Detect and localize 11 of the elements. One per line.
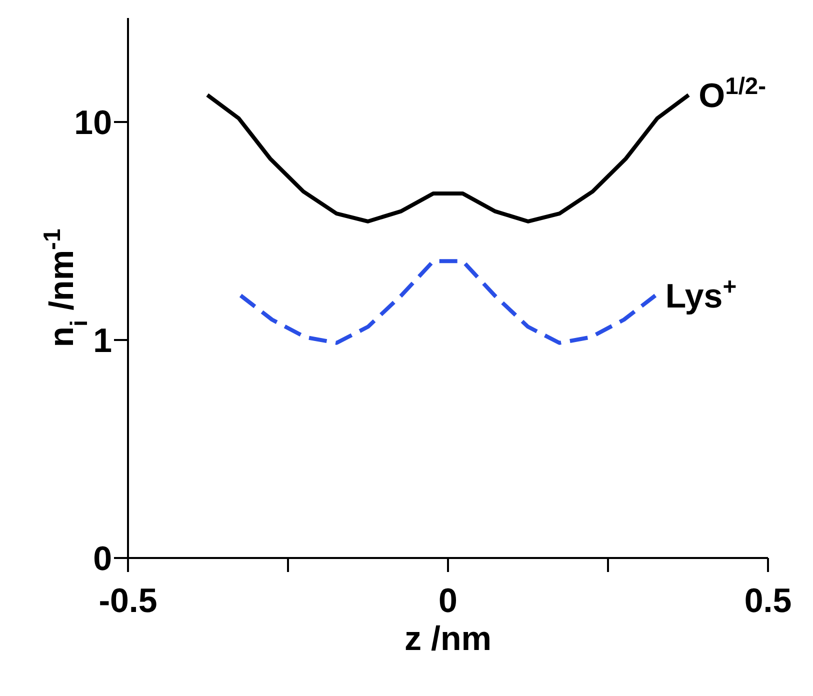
line-series [205,93,691,224]
series-label: O$^{1/2-}$ [698,72,766,116]
line-series [238,259,658,345]
y-tick-label: 1 [93,322,112,360]
x-axis-title: z /nm [404,620,492,658]
y-tick-label: 0 [93,540,112,578]
x-tick-label: 0.5 [744,582,792,620]
x-tick-label: 0 [438,582,458,620]
x-tick-label: -0.5 [98,582,158,620]
y-tick-label: 10 [74,104,112,142]
series-label: Lys$^{+}$ [665,273,737,316]
